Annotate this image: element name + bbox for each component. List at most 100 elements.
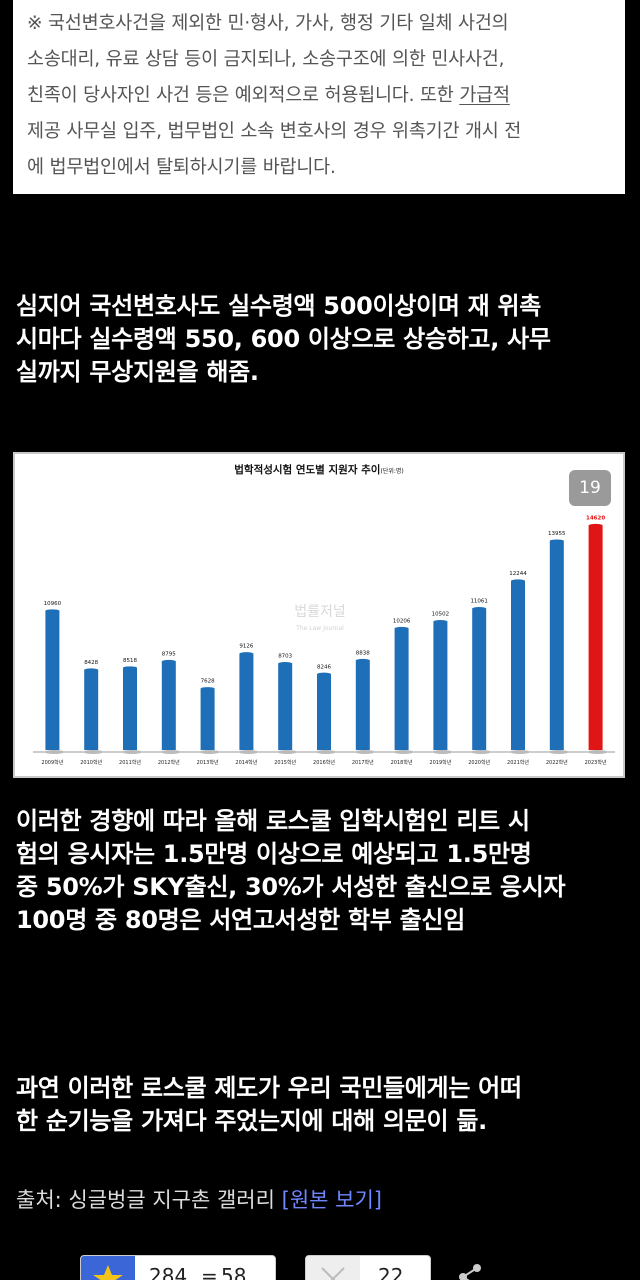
- chart-bar-shadow: [510, 750, 530, 754]
- paragraph-line: 험의 응시자는 1.5만명 이상으로 예상되고 1.5만명: [16, 840, 532, 868]
- chart-data-label: 8795: [162, 651, 176, 657]
- paragraph-line: 과연 이러한 로스쿨 제도가 우리 국민들에게는 어떠: [16, 1074, 522, 1102]
- chart-tick-label: 2019학년: [429, 759, 451, 766]
- downvote-count: 22: [378, 1264, 404, 1280]
- chart-bar-shadow: [44, 750, 65, 754]
- chart-data-label: 9126: [239, 644, 253, 650]
- chart-bar-cap: [588, 523, 603, 528]
- chart-tick-label: 2020학년: [468, 759, 490, 766]
- chart-bar-cap: [45, 609, 60, 613]
- chart-bar: [317, 674, 331, 750]
- vote-separator: =: [201, 1264, 218, 1280]
- chart-bar-shadow: [160, 750, 181, 754]
- chart-tick-label: 2016학년: [313, 759, 335, 766]
- notice-line-1: ※ 국선변호사건을 제외한 민·형사, 가사, 행정 기타 일체 사건의: [27, 13, 509, 34]
- upvote-count: 284: [149, 1264, 188, 1280]
- upvote-subcount: 58: [221, 1264, 247, 1280]
- chart-bar-shadow: [432, 750, 453, 754]
- chart-tick-label: 2023학년: [585, 759, 607, 766]
- chart-bar-shadow: [393, 750, 414, 754]
- chart-data-label: 8246: [317, 664, 331, 670]
- chart-bar-cap: [200, 687, 215, 691]
- downvote-button[interactable]: 22: [305, 1255, 431, 1280]
- chart-bar-shadow: [587, 750, 608, 754]
- chart-bar-cap: [161, 659, 176, 664]
- chart-watermark: 법률저널: [294, 604, 346, 620]
- chart-image[interactable]: 법학적성시험 연도별 지원자 추이(단위:명) 10960 2009학년 8428 2…: [13, 452, 625, 778]
- chart-bar-shadow: [122, 750, 142, 754]
- chart-bar-shadow: [199, 750, 220, 754]
- chart-data-label: 8703: [278, 654, 292, 660]
- notice-underlined-text: 가급적: [459, 85, 510, 106]
- post-paragraph-1: 심지어 국선변호사도 실수령액 500이상이며 재 위촉 시마다 실수령액 55…: [16, 290, 624, 389]
- chart-bar-cap: [472, 606, 487, 611]
- chart-title-unit: (단위:명): [380, 467, 403, 475]
- chart-bar: [84, 670, 99, 750]
- notice-line-4: 제공 사무실 입주, 법무법인 소속 변호사의 경우 위촉기간 개시 전: [27, 121, 522, 142]
- chart-bar-cap: [511, 579, 525, 583]
- chart-tick-label: 2012학년: [158, 759, 180, 766]
- chart-bar: [472, 608, 487, 750]
- chart-data-label: 8518: [123, 658, 137, 664]
- chart-bar: [433, 621, 448, 750]
- chart-tick-label: 2018학년: [391, 759, 413, 766]
- chart-bar-cap: [549, 539, 564, 543]
- chart-data-label: 11061: [470, 599, 488, 605]
- chart-tick-label: 2011학년: [119, 759, 141, 766]
- upvote-button[interactable]: 284 = 58: [80, 1255, 276, 1280]
- chart-bar: [394, 628, 409, 750]
- chart-data-label: 12244: [509, 571, 527, 577]
- paragraph-line: 심지어 국선변호사도 실수령액 500이상이며 재 위촉: [16, 292, 542, 320]
- chart-bar-shadow: [83, 750, 104, 754]
- chart-data-label: 13955: [548, 531, 566, 537]
- chart-tick-label: 2010학년: [80, 759, 102, 766]
- chart-tick-label: 2009학년: [41, 759, 63, 766]
- bar-chart: 법학적성시험 연도별 지원자 추이(단위:명) 10960 2009학년 8428 2…: [33, 463, 615, 766]
- chart-title: 법학적성시험 연도별 지원자 추이(단위:명): [234, 463, 403, 476]
- paragraph-line: 실까지 무상지원을 해줌.: [16, 358, 259, 386]
- chart-data-label: 10960: [44, 601, 62, 607]
- source-line: 출처: 싱글벙글 지구촌 갤러리 [원본 보기]: [16, 1184, 382, 1214]
- chart-bar: [239, 653, 254, 750]
- chart-data-label: 10502: [432, 612, 450, 618]
- chart-bar: [549, 541, 564, 750]
- notice-line-5: 에 법무법인에서 탈퇴하시기를 바랍니다.: [27, 157, 336, 178]
- notice-line-3: 친족이 당사자인 사건 등은 예외적으로 허용됩니다. 또한 가급적: [27, 85, 510, 106]
- chart-data-label: 14620: [586, 516, 605, 522]
- chart-bar-cap: [433, 620, 448, 624]
- notice-box: ※ 국선변호사건을 제외한 민·형사, 가사, 행정 기타 일체 사건의 소송대…: [13, 0, 625, 194]
- chart-bar-shadow: [548, 750, 569, 754]
- chart-bar-shadow: [316, 750, 336, 754]
- image-page-badge: 19: [569, 470, 611, 506]
- chart-bar-shadow: [238, 750, 259, 754]
- chart-bar-cap: [394, 626, 409, 631]
- chart-data-label: 8838: [356, 650, 370, 656]
- chart-watermark-en: The Law Journal: [295, 625, 344, 632]
- chart-bar: [355, 660, 370, 750]
- downvote-icon: [306, 1256, 360, 1280]
- chart-data-label: 8428: [84, 660, 98, 666]
- chart-tick-label: 2014학년: [235, 759, 257, 766]
- notice-line-2: 소송대리, 유료 상담 등이 금지되나, 소송구조에 의한 민사사건,: [27, 49, 505, 70]
- paragraph-line: 시마다 실수령액 550, 600 이상으로 상승하고, 사무: [16, 325, 551, 353]
- star-icon: [81, 1256, 135, 1280]
- chart-bar-shadow: [354, 750, 375, 754]
- chart-bar-cap: [123, 666, 137, 670]
- chart-bar-cap: [355, 658, 370, 663]
- view-original-link[interactable]: [원본 보기]: [281, 1188, 382, 1212]
- chart-tick-label: 2022학년: [546, 759, 568, 766]
- chart-bar: [161, 661, 176, 750]
- chart-tick-label: 2017학년: [352, 759, 374, 766]
- share-icon[interactable]: [455, 1262, 485, 1280]
- chart-bar-cap: [239, 652, 254, 656]
- post-paragraph-2: 이러한 경향에 따라 올해 로스쿨 입학시험인 리트 시 험의 응시자는 1.5…: [16, 805, 624, 937]
- chart-tick-label: 2015학년: [274, 759, 296, 766]
- chart-bar: [45, 610, 60, 750]
- source-label: 출처: 싱글벙글 지구촌 갤러리: [16, 1188, 282, 1212]
- paragraph-line: 한 순기능을 가져다 주었는지에 대해 의문이 듦.: [16, 1107, 487, 1135]
- post-paragraph-3: 과연 이러한 로스쿨 제도가 우리 국민들에게는 어떠 한 순기능을 가져다 주…: [16, 1072, 624, 1138]
- chart-bar: [200, 688, 215, 750]
- paragraph-line: 100명 중 80명은 서연고서성한 학부 출신임: [16, 906, 465, 934]
- chart-bar: [588, 525, 603, 750]
